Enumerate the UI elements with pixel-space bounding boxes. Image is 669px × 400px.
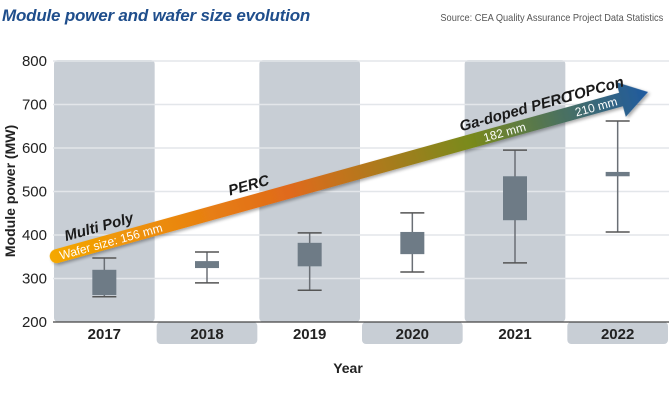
y-axis-label: Module power (MW) xyxy=(2,125,18,257)
box-iqr xyxy=(195,261,219,269)
box-iqr xyxy=(605,171,630,177)
box-plot-2021 xyxy=(503,149,527,264)
box-plot-2020 xyxy=(400,212,425,273)
y-tick-label: 400 xyxy=(22,227,47,244)
box-plot-2017 xyxy=(92,257,117,298)
arrow-shape xyxy=(49,82,649,264)
label-band-shaded xyxy=(362,322,463,344)
x-tick-label: 2019 xyxy=(293,326,326,343)
box-plot-2022 xyxy=(605,120,630,233)
label-band-shaded xyxy=(567,322,668,344)
y-tick-label: 600 xyxy=(22,140,47,157)
box-iqr xyxy=(92,269,117,296)
x-tick-label: 2017 xyxy=(88,326,121,343)
y-tick-label: 300 xyxy=(22,271,47,288)
box-plot-2019 xyxy=(297,232,322,291)
x-axis-label: Year xyxy=(333,360,363,376)
label-band-shaded xyxy=(156,322,258,344)
box-iqr xyxy=(400,231,425,255)
x-tick-label: 2020 xyxy=(396,326,429,343)
y-tick-label: 700 xyxy=(22,97,47,114)
box-iqr xyxy=(503,176,527,221)
box-iqr xyxy=(297,242,322,267)
y-tick-label: 200 xyxy=(22,314,47,331)
box-plot-2018 xyxy=(195,251,219,284)
y-tick-label: 800 xyxy=(22,53,47,70)
x-tick-label: 2018 xyxy=(190,326,223,343)
x-tick-label: 2021 xyxy=(498,326,531,343)
source-note: Source: CEA Quality Assurance Project Da… xyxy=(440,12,663,24)
x-tick-label: 2022 xyxy=(601,326,634,343)
y-tick-label: 500 xyxy=(22,184,47,201)
chart-title: Module power and wafer size evolution xyxy=(2,6,311,25)
